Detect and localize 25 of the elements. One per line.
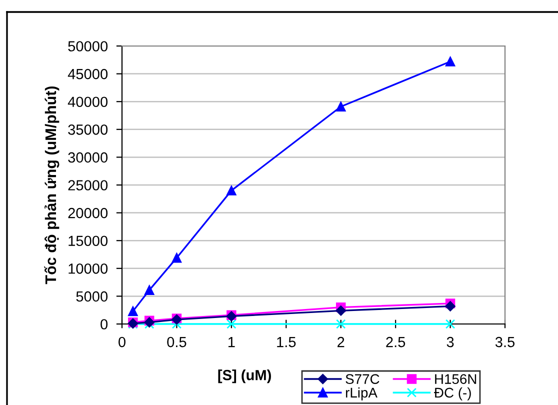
- y-tick-label: 20000: [68, 208, 108, 218]
- y-tick-label: 0: [100, 319, 108, 330]
- y-tick-label: 50000: [68, 41, 108, 52]
- y-tick-label: 45000: [68, 68, 108, 80]
- x-tick-label: 0: [118, 336, 126, 348]
- y-tick-label: 30000: [68, 152, 108, 163]
- legend-label: H156N: [435, 374, 476, 384]
- x-tick-label: 2: [338, 336, 344, 348]
- legend-label: S77C: [346, 374, 380, 384]
- x-axis-title: [S] (uM): [218, 370, 271, 384]
- x-tick-label: 0.5: [167, 336, 186, 348]
- x-tick-label: 3: [446, 336, 454, 348]
- y-tick-label: 40000: [68, 96, 108, 108]
- x-tick-label: 1.5: [277, 337, 296, 348]
- y-tick-label: 35000: [68, 124, 108, 135]
- y-tick-label: 5000: [76, 291, 108, 302]
- y-tick-label: 10000: [68, 264, 108, 274]
- x-tick-label: 1: [228, 337, 235, 348]
- legend-label: ĐC (-): [434, 387, 471, 400]
- x-tick-label: 2.5: [386, 336, 406, 348]
- y-tick-label: 15000: [68, 236, 108, 246]
- y-axis-title: Tốc độ phản ứng (uM/phút): [44, 86, 60, 284]
- y-tick-label: 25000: [68, 180, 108, 190]
- legend-label: rLipA: [346, 387, 378, 400]
- x-tick-label: 3.5: [495, 336, 515, 348]
